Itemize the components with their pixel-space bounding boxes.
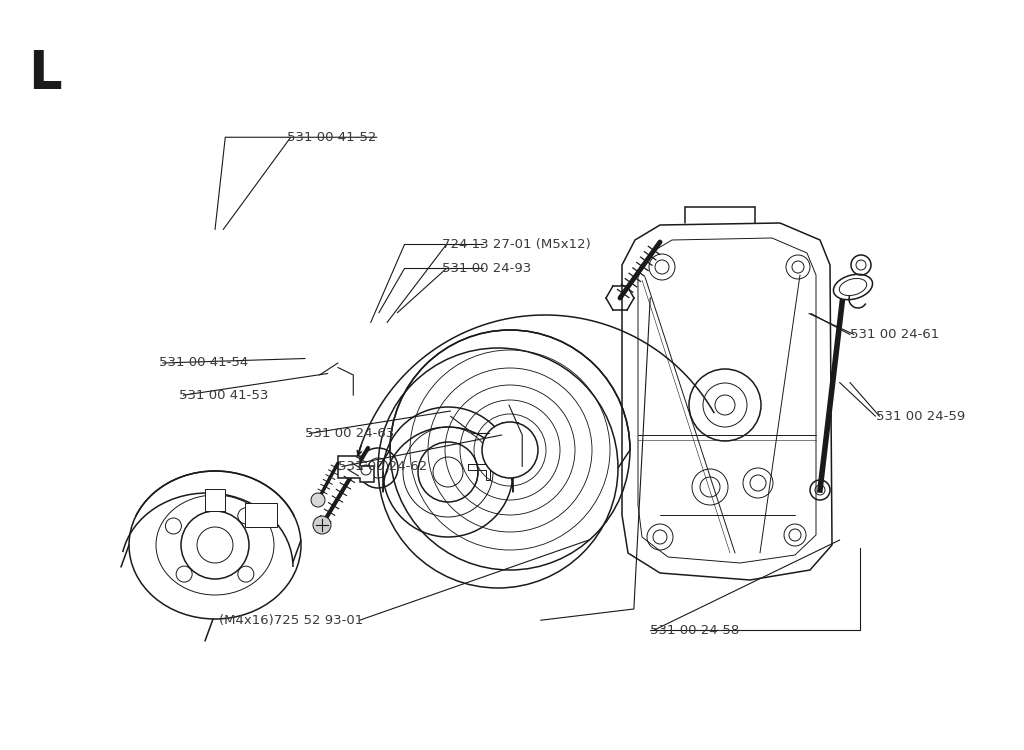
Polygon shape [338,456,374,482]
Text: 724 13 27-01 (M5x12): 724 13 27-01 (M5x12) [442,238,591,251]
Polygon shape [245,503,278,527]
Circle shape [313,516,331,534]
Text: 531 00 24-63: 531 00 24-63 [305,427,394,440]
Text: 531 00 24-58: 531 00 24-58 [650,623,739,637]
Text: 531 00 41-54: 531 00 41-54 [159,356,248,370]
Text: (M4x16)725 52 93-01: (M4x16)725 52 93-01 [219,614,364,627]
Text: 531 00 24-93: 531 00 24-93 [442,262,531,275]
Ellipse shape [834,274,872,300]
Text: 531 00 24-62: 531 00 24-62 [338,460,427,473]
Text: 531 00 24-59: 531 00 24-59 [876,410,965,423]
Text: 531 00 41-52: 531 00 41-52 [287,130,376,144]
Circle shape [311,493,325,507]
Text: 531 00 41-53: 531 00 41-53 [179,388,268,402]
Text: 531 00 24-61: 531 00 24-61 [850,328,939,341]
Text: L: L [28,48,61,100]
Circle shape [482,422,538,478]
Polygon shape [205,489,225,511]
